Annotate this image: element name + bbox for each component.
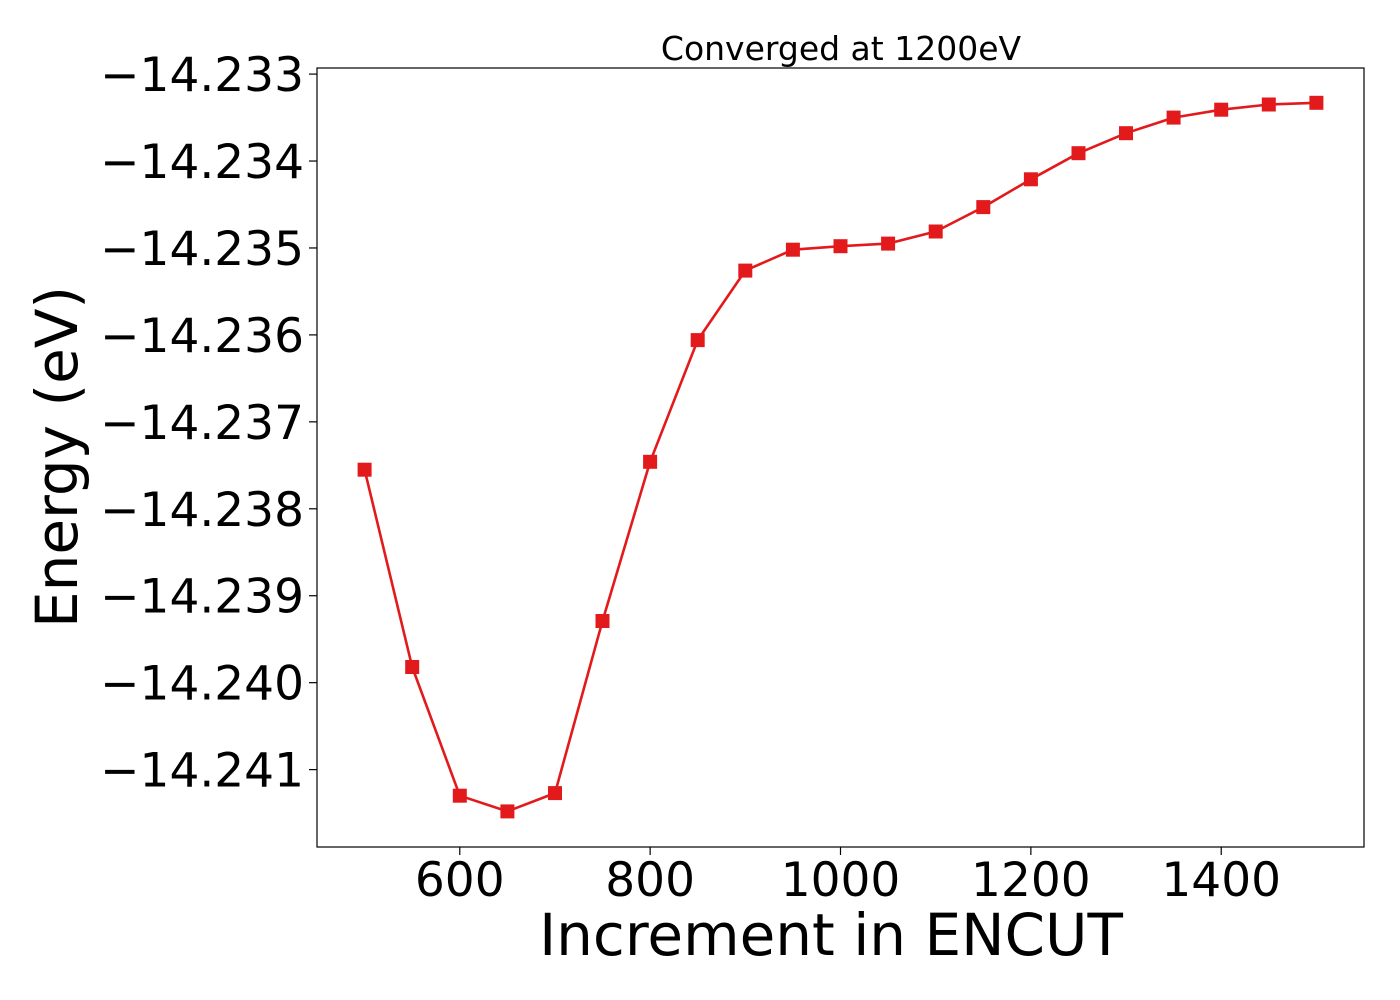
data-point [738,263,753,278]
y-tick-label: −14.238 [100,483,304,538]
data-point [833,239,848,254]
data-point [881,236,896,251]
data-point [976,200,991,215]
x-axis-label: Increment in ENCUT [539,901,1123,969]
x-tick-label: 800 [605,853,695,908]
data-point [1309,95,1324,110]
y-axis-label: Energy (eV) [23,286,91,628]
y-tick-label: −14.237 [100,396,304,451]
x-tick-label: 1200 [971,853,1091,908]
y-tick-label: −14.234 [100,135,304,190]
data-point [1119,126,1133,141]
data-point [357,462,372,477]
y-tick-label: −14.241 [100,744,304,799]
y-tick-label: −14.235 [100,222,304,277]
data-point [690,333,705,348]
series-line [363,101,1317,813]
x-axis: 600 800 1000 1200 1400 [415,847,1281,908]
data-point [1166,110,1181,125]
y-tick-label: −14.236 [100,309,304,364]
chart-title: Converged at 1200eV [661,29,1022,68]
data-point [1071,146,1086,161]
plot-area [357,95,1324,819]
data-point [595,614,610,628]
y-tick-label: −14.240 [100,657,304,712]
data-point [643,454,658,469]
data-point [452,788,467,803]
x-tick-label: 1400 [1161,853,1281,908]
plot-frame [316,67,1365,848]
data-point [548,786,562,801]
y-tick-label: −14.233 [100,48,304,103]
data-point [1261,97,1276,112]
data-point [928,224,943,239]
data-point [1023,172,1038,187]
data-point [500,804,515,819]
y-axis: −14.233 −14.234 −14.235 −14.236 −14.237 −14.2… [100,48,317,799]
x-tick-label: 600 [415,853,505,908]
data-point [785,242,800,257]
data-point [405,660,420,674]
y-tick-label: −14.239 [100,570,304,625]
x-tick-label: 1000 [781,853,901,908]
data-point [1214,102,1229,117]
